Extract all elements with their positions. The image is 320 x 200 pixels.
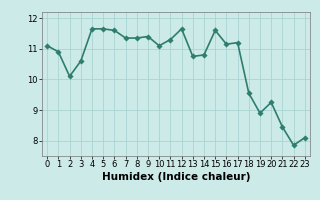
X-axis label: Humidex (Indice chaleur): Humidex (Indice chaleur) bbox=[102, 172, 250, 182]
